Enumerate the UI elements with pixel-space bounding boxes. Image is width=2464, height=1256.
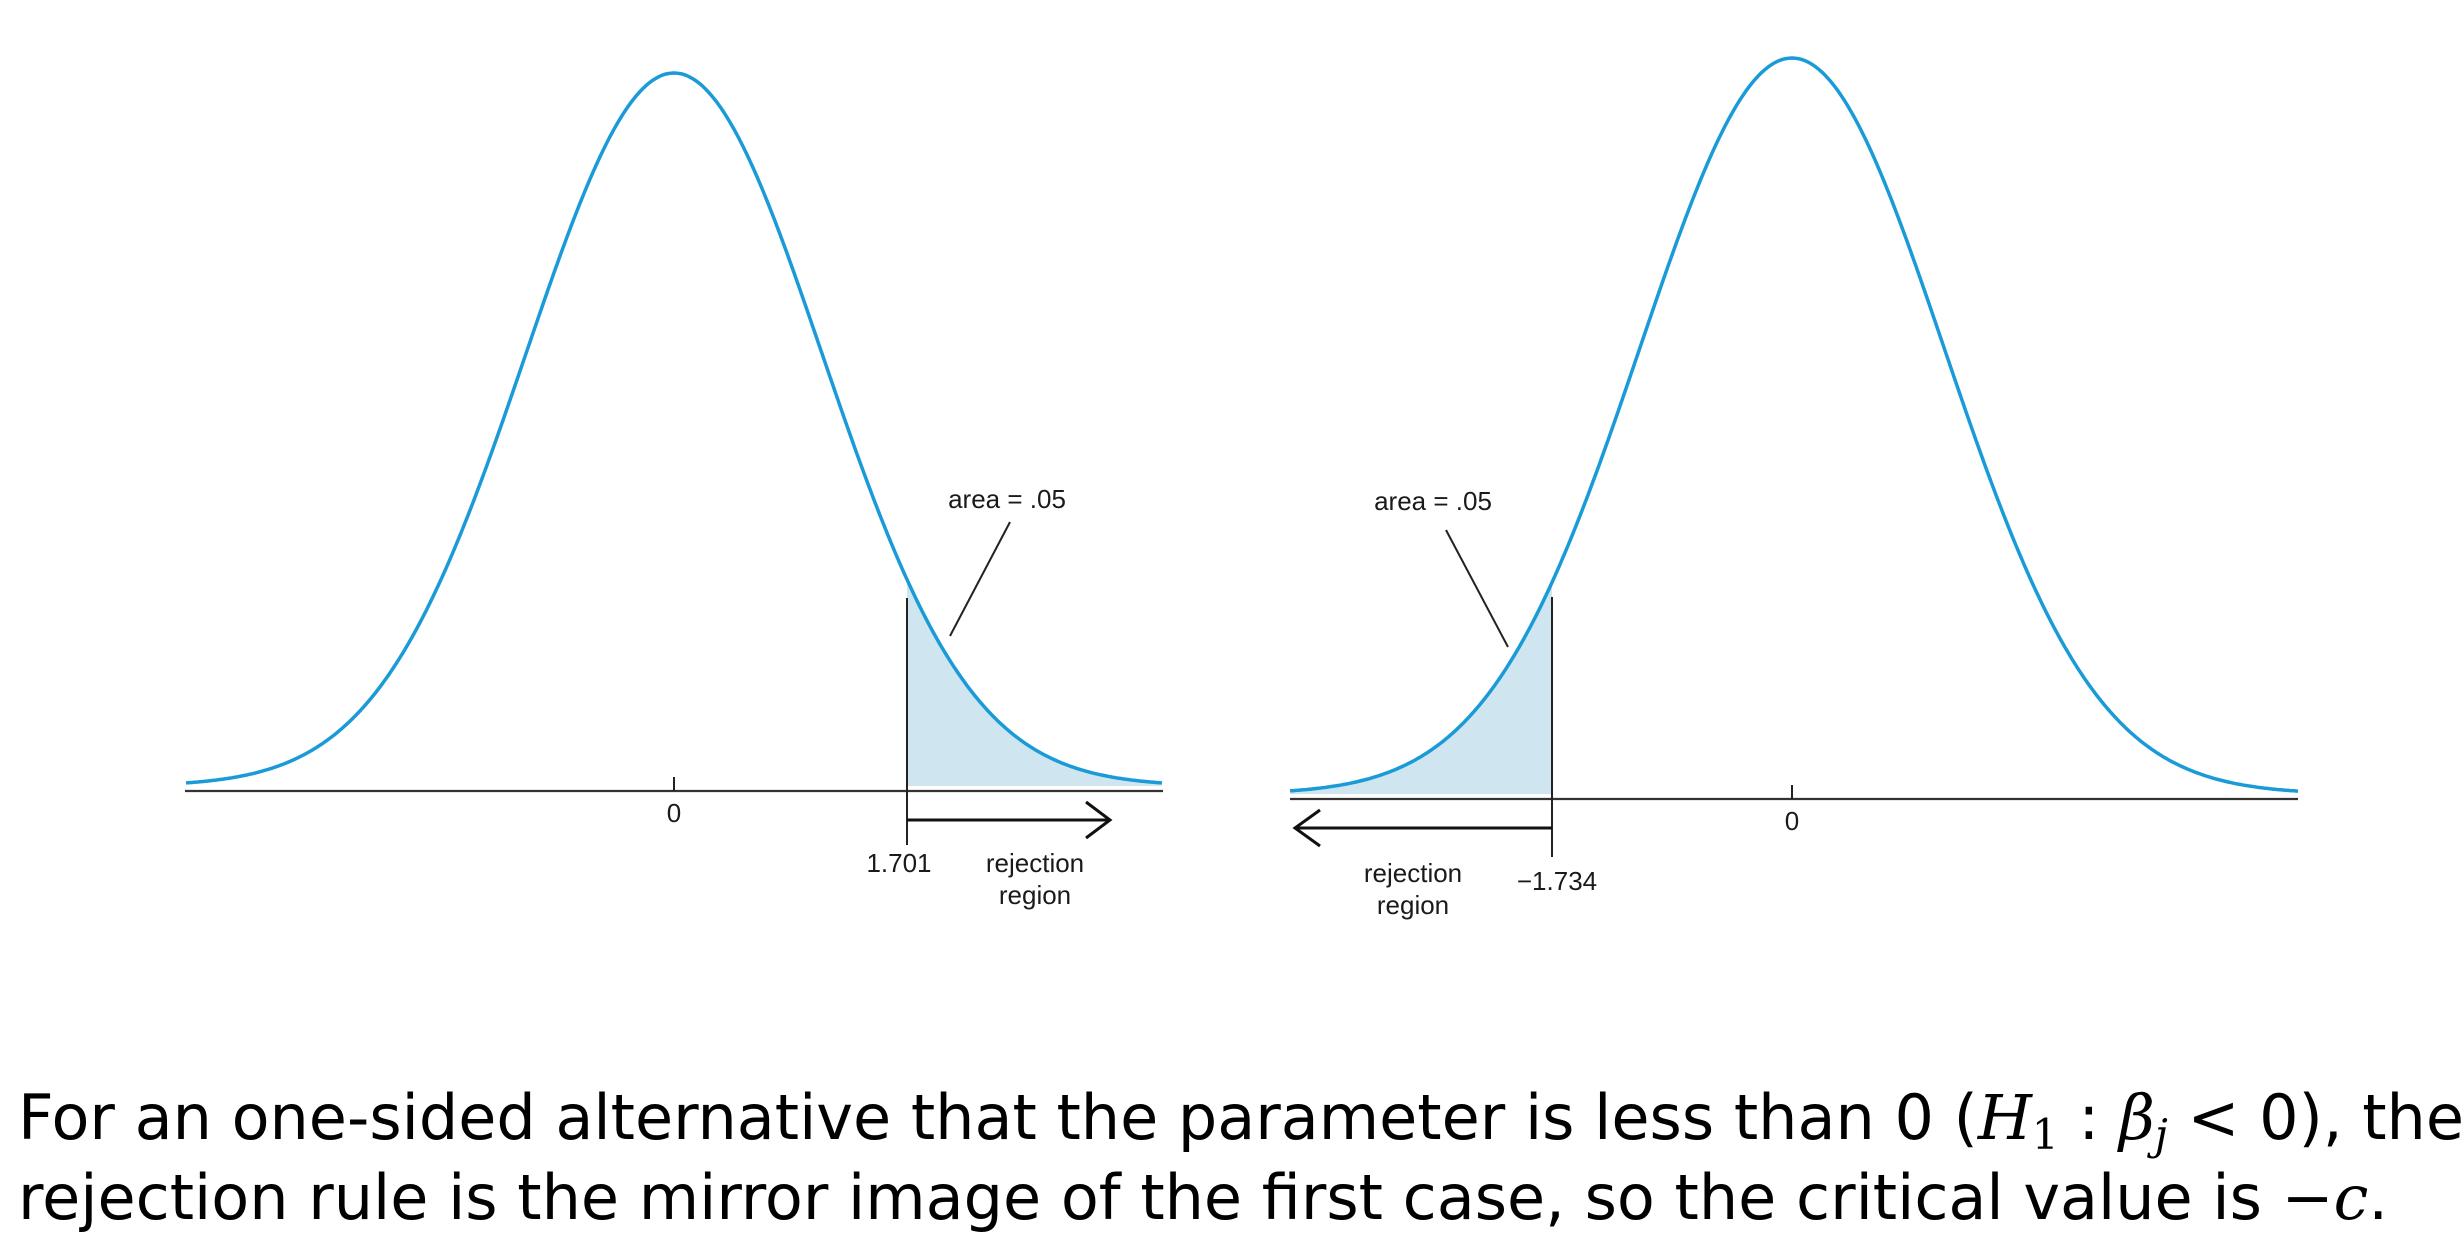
left-density-curve bbox=[185, 71, 1163, 785]
right-critical-value: −1.734 bbox=[1517, 866, 1597, 896]
beta-j-symbol: βj bbox=[2118, 1081, 2168, 1159]
right-rejection-area bbox=[1290, 582, 1552, 794]
right-region-label-line2: region bbox=[1377, 890, 1449, 920]
h1-symbol: H1 bbox=[1977, 1081, 2059, 1159]
right-rejection-arrow bbox=[1292, 808, 1552, 848]
left-rejection-arrow bbox=[907, 800, 1113, 840]
caption-text: For an one-sided alternative that the pa… bbox=[18, 1078, 2464, 1238]
right-area-label: area = .05 bbox=[1374, 486, 1492, 516]
left-region-label-line2: region bbox=[999, 880, 1071, 910]
right-density-curve bbox=[1289, 56, 2299, 793]
left-area-pointer bbox=[949, 521, 1011, 637]
left-critical-value: 1.701 bbox=[866, 848, 931, 878]
right-area-pointer bbox=[1445, 529, 1509, 648]
right-zero-label: 0 bbox=[1785, 806, 1799, 836]
neg-c-symbol: −c bbox=[2281, 1161, 2369, 1234]
left-panel: 0 1.701 area = .05 rejection region bbox=[185, 71, 1163, 910]
caption-line-2: rejection rule is the mirror image of th… bbox=[18, 1161, 2389, 1234]
caption-line-1: For an one-sided alternative that the pa… bbox=[18, 1081, 2464, 1159]
right-region-label-line1: rejection bbox=[1364, 858, 1462, 888]
left-region-label-line1: rejection bbox=[986, 848, 1084, 878]
left-rejection-area bbox=[907, 579, 1162, 786]
right-panel: 0 −1.734 area = .05 rejection region bbox=[1289, 56, 2299, 920]
left-zero-label: 0 bbox=[667, 798, 681, 828]
t-distribution-figure: 0 1.701 area = .05 rejection region 0 −1… bbox=[185, 56, 2299, 920]
left-area-label: area = .05 bbox=[948, 484, 1066, 514]
